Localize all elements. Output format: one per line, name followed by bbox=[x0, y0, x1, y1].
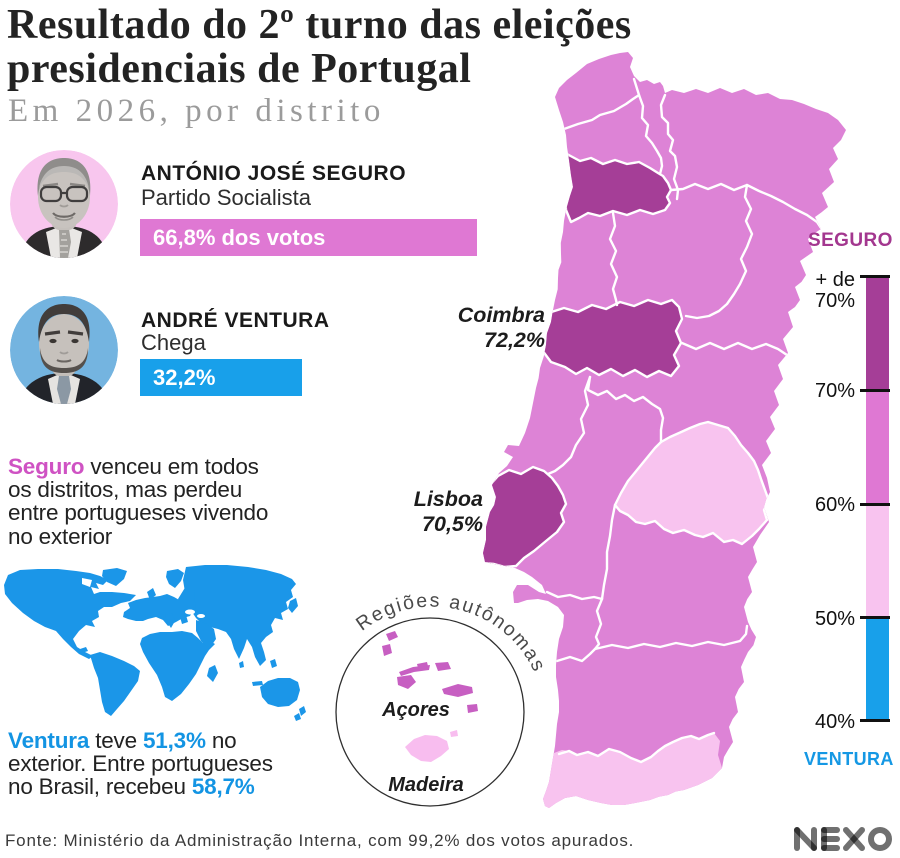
svg-text:Madeira: Madeira bbox=[388, 774, 464, 796]
svg-text:Açores: Açores bbox=[381, 699, 450, 721]
